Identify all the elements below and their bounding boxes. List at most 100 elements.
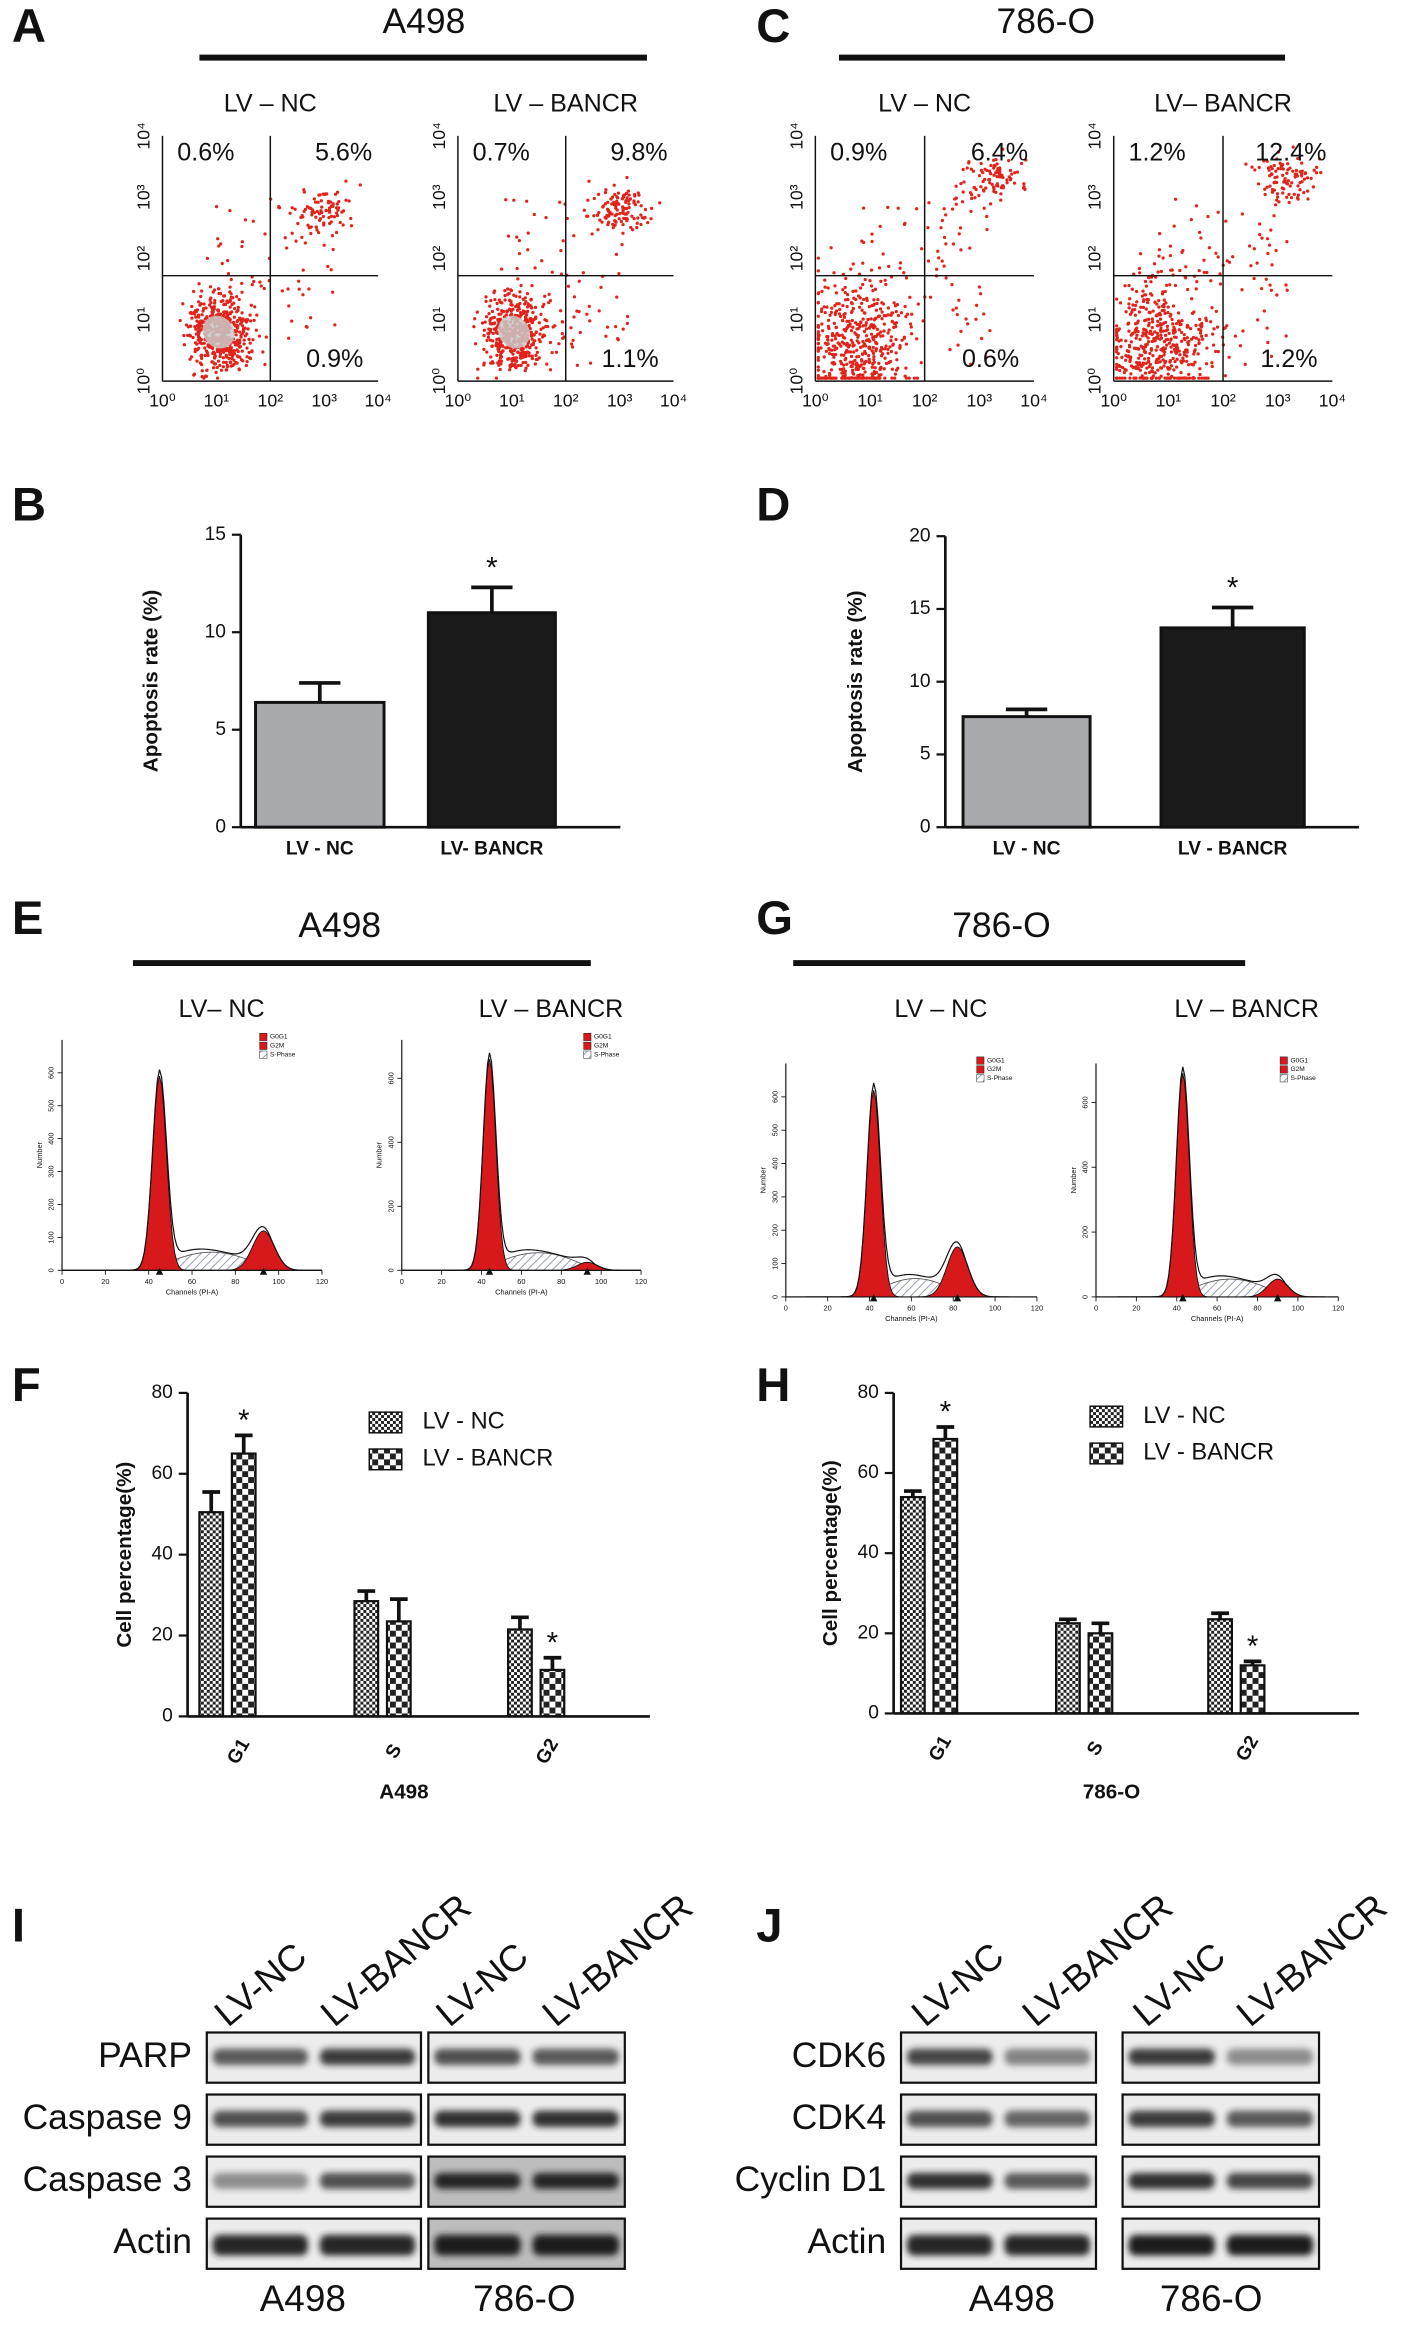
dot bbox=[853, 331, 857, 335]
dot bbox=[957, 298, 961, 302]
legend-swatch bbox=[259, 1033, 268, 1041]
dot bbox=[846, 297, 850, 302]
x-tick-label: 0 bbox=[1094, 1304, 1098, 1313]
dot bbox=[1300, 174, 1304, 178]
dot bbox=[240, 349, 244, 353]
dot bbox=[1175, 344, 1179, 348]
dot bbox=[893, 376, 897, 380]
dot bbox=[220, 261, 224, 266]
dot bbox=[1142, 357, 1147, 361]
s-phase bbox=[1095, 1278, 1339, 1298]
dot bbox=[206, 343, 210, 347]
y-tick-label: 10³ bbox=[786, 184, 806, 210]
x-tick-label: 20 bbox=[824, 1304, 832, 1313]
dot bbox=[489, 361, 493, 365]
dot bbox=[1285, 195, 1289, 199]
dot bbox=[1175, 376, 1179, 380]
dot bbox=[1115, 329, 1119, 333]
dot bbox=[979, 336, 984, 341]
dot bbox=[826, 324, 831, 328]
legend-swatch bbox=[1279, 1074, 1288, 1083]
quadrant-label: 0.9% bbox=[306, 345, 363, 373]
dot bbox=[866, 353, 871, 358]
dot bbox=[1205, 346, 1209, 350]
dot bbox=[1115, 345, 1119, 349]
dot bbox=[861, 317, 865, 321]
dot-cloud bbox=[1115, 145, 1323, 380]
dot bbox=[1270, 172, 1274, 176]
dot bbox=[310, 213, 314, 217]
dot bbox=[526, 248, 530, 252]
legend-label: S-Phase bbox=[270, 1051, 296, 1058]
legend-label: G2M bbox=[1290, 1066, 1304, 1073]
dot bbox=[1115, 376, 1119, 380]
dot bbox=[497, 312, 501, 316]
dot bbox=[202, 302, 206, 306]
x-tick-label: 0 bbox=[784, 1304, 788, 1313]
dot bbox=[476, 376, 480, 380]
panel-letter: F bbox=[12, 1359, 41, 1412]
panel-letter: G bbox=[756, 892, 793, 945]
dot bbox=[884, 314, 888, 318]
dot bbox=[1256, 182, 1261, 186]
dot bbox=[1155, 331, 1159, 336]
y-tick-label: 10⁰ bbox=[786, 368, 806, 395]
x-tick-label: 80 bbox=[557, 1277, 565, 1286]
dot bbox=[1148, 329, 1153, 333]
dot bbox=[1178, 268, 1182, 273]
dot bbox=[601, 205, 605, 209]
dot bbox=[1268, 283, 1272, 287]
dot bbox=[994, 183, 999, 188]
dot bbox=[1198, 317, 1202, 322]
dot bbox=[636, 200, 640, 204]
dot bbox=[915, 337, 919, 341]
dot bbox=[1281, 163, 1285, 167]
x-tick-label: 10¹ bbox=[499, 390, 525, 410]
dot bbox=[816, 300, 820, 305]
band bbox=[532, 2110, 619, 2128]
dot bbox=[1160, 292, 1165, 296]
dot bbox=[610, 212, 614, 216]
dot bbox=[857, 341, 861, 345]
dot bbox=[509, 289, 514, 293]
dot bbox=[858, 305, 862, 309]
dot bbox=[872, 298, 876, 302]
dot bbox=[886, 347, 890, 352]
dot bbox=[875, 327, 880, 332]
dot bbox=[503, 293, 507, 298]
dot bbox=[1163, 311, 1167, 315]
dot bbox=[307, 206, 311, 210]
dot bbox=[904, 376, 909, 380]
dot bbox=[1159, 333, 1163, 337]
dot bbox=[1137, 266, 1142, 271]
dot bbox=[1146, 356, 1151, 360]
dot bbox=[1173, 283, 1178, 288]
dot bbox=[1186, 287, 1190, 292]
dot bbox=[230, 310, 234, 314]
dot bbox=[1266, 340, 1270, 345]
dot bbox=[495, 301, 499, 305]
dot bbox=[979, 168, 984, 173]
dot bbox=[1200, 376, 1204, 380]
dot bbox=[328, 200, 333, 204]
dot bbox=[495, 353, 499, 357]
x-tick-label: LV - NC bbox=[993, 838, 1061, 859]
legend-label: G0G1 bbox=[987, 1057, 1005, 1064]
dot bbox=[1001, 185, 1006, 189]
dot bbox=[309, 316, 313, 320]
dot bbox=[624, 191, 629, 196]
dot bbox=[1167, 331, 1171, 336]
dot bbox=[871, 376, 876, 380]
dot bbox=[605, 325, 610, 329]
dot bbox=[1302, 190, 1306, 195]
dot bbox=[1175, 357, 1179, 361]
dot bbox=[217, 244, 221, 248]
dot bbox=[484, 315, 489, 319]
dot bbox=[334, 192, 338, 196]
dot bbox=[547, 292, 551, 297]
dot bbox=[1159, 326, 1163, 330]
dot bbox=[845, 319, 849, 324]
dot bbox=[1174, 321, 1179, 326]
dot bbox=[1265, 159, 1269, 163]
dot bbox=[1255, 261, 1259, 265]
